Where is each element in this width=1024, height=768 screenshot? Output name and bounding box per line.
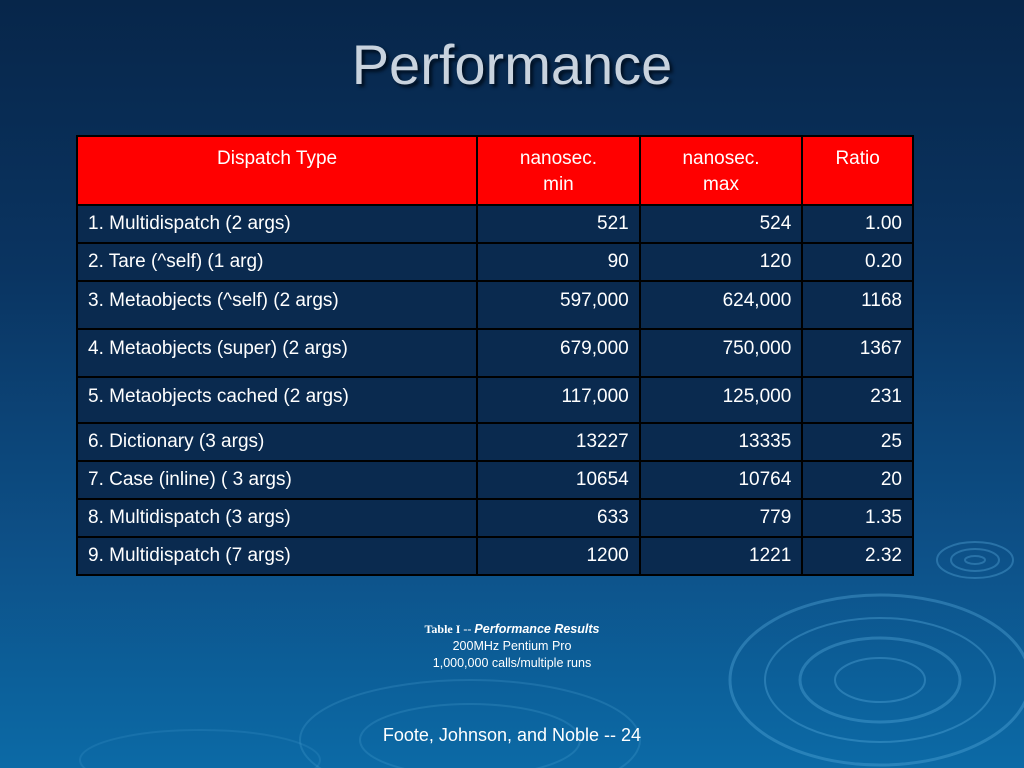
nanosec-min-cell: 633: [476, 498, 641, 538]
nanosec-min-cell: 1200: [476, 536, 641, 576]
dispatch-type-cell: 7. Case (inline) ( 3 args): [75, 460, 479, 500]
header-nanosec-max: nanosec. max: [638, 135, 804, 206]
ratio-cell: 1168: [801, 280, 914, 330]
table-row: 8. Multidispatch (3 args) 633 779 1.35: [75, 498, 914, 538]
header-ratio: Ratio: [801, 135, 914, 206]
ratio-cell: 231: [801, 376, 914, 424]
dispatch-type-cell: 6. Dictionary (3 args): [75, 422, 479, 462]
nanosec-max-cell: 125,000: [638, 376, 804, 424]
nanosec-max-cell: 13335: [638, 422, 804, 462]
dispatch-type-cell: 9. Multidispatch (7 args): [75, 536, 479, 576]
nanosec-max-cell: 750,000: [638, 328, 804, 378]
caption-table-label: Table I --: [424, 622, 475, 636]
dispatch-type-cell: 5. Metaobjects cached (2 args): [75, 376, 479, 424]
dispatch-type-cell: 4. Metaobjects (super) (2 args): [75, 328, 479, 378]
table-row: 7. Case (inline) ( 3 args) 10654 10764 2…: [75, 460, 914, 500]
nanosec-max-cell: 1221: [638, 536, 804, 576]
nanosec-max-cell: 120: [638, 242, 804, 282]
ratio-cell: 2.32: [801, 536, 914, 576]
table-row: 9. Multidispatch (7 args) 1200 1221 2.32: [75, 536, 914, 576]
header-nanosec-min: nanosec. min: [476, 135, 641, 206]
header-label: nanosec.: [519, 148, 597, 169]
performance-table: Dispatch Type nanosec. min nanosec. max Ra…: [75, 135, 914, 576]
dispatch-type-cell: 2. Tare (^self) (1 arg): [75, 242, 479, 282]
table-row: 4. Metaobjects (super) (2 args) 679,000 …: [75, 328, 914, 378]
nanosec-max-cell: 779: [638, 498, 804, 538]
table-row: 2. Tare (^self) (1 arg) 90 120 0.20: [75, 242, 914, 282]
header-label: Dispatch Type: [217, 148, 338, 169]
nanosec-min-cell: 117,000: [476, 376, 641, 424]
nanosec-max-cell: 624,000: [638, 280, 804, 330]
dispatch-type-cell: 3. Metaobjects (^self) (2 args): [75, 280, 479, 330]
header-dispatch-type: Dispatch Type: [75, 135, 479, 206]
header-label: min: [543, 174, 574, 195]
caption-table-title: Performance Results: [474, 622, 600, 636]
table-row: 3. Metaobjects (^self) (2 args) 597,000 …: [75, 280, 914, 330]
nanosec-min-cell: 10654: [476, 460, 641, 500]
ratio-cell: 1367: [801, 328, 914, 378]
slide-footer: Foote, Johnson, and Noble -- 24: [382, 725, 642, 745]
table-caption: Table I -- Performance Results 200MHz Pe…: [0, 621, 1024, 672]
ratio-cell: 20: [801, 460, 914, 500]
nanosec-min-cell: 597,000: [476, 280, 641, 330]
caption-title-line: Table I -- Performance Results: [0, 621, 1024, 638]
table-row: 6. Dictionary (3 args) 13227 13335 25: [75, 422, 914, 462]
dispatch-type-cell: 1. Multidispatch (2 args): [75, 204, 479, 244]
nanosec-min-cell: 13227: [476, 422, 641, 462]
nanosec-max-cell: 10764: [638, 460, 804, 500]
table-row: 5. Metaobjects cached (2 args) 117,000 1…: [75, 376, 914, 424]
caption-calls-line: 1,000,000 calls/multiple runs: [432, 656, 592, 670]
nanosec-min-cell: 90: [476, 242, 641, 282]
table-row: 1. Multidispatch (2 args) 521 524 1.00: [75, 204, 914, 244]
nanosec-max-cell: 524: [638, 204, 804, 244]
header-label: max: [703, 174, 739, 195]
slide-title: Performance: [351, 33, 673, 96]
ratio-cell: 1.35: [801, 498, 914, 538]
ratio-cell: 0.20: [801, 242, 914, 282]
table-header-row: Dispatch Type nanosec. min nanosec. max Ra…: [75, 135, 914, 206]
dispatch-type-cell: 8. Multidispatch (3 args): [75, 498, 479, 538]
nanosec-min-cell: 679,000: [476, 328, 641, 378]
nanosec-min-cell: 521: [476, 204, 641, 244]
ratio-cell: 25: [801, 422, 914, 462]
header-label: nanosec.: [682, 148, 760, 169]
ratio-cell: 1.00: [801, 204, 914, 244]
caption-cpu-line: 200MHz Pentium Pro: [452, 639, 572, 653]
header-label: Ratio: [835, 148, 880, 169]
